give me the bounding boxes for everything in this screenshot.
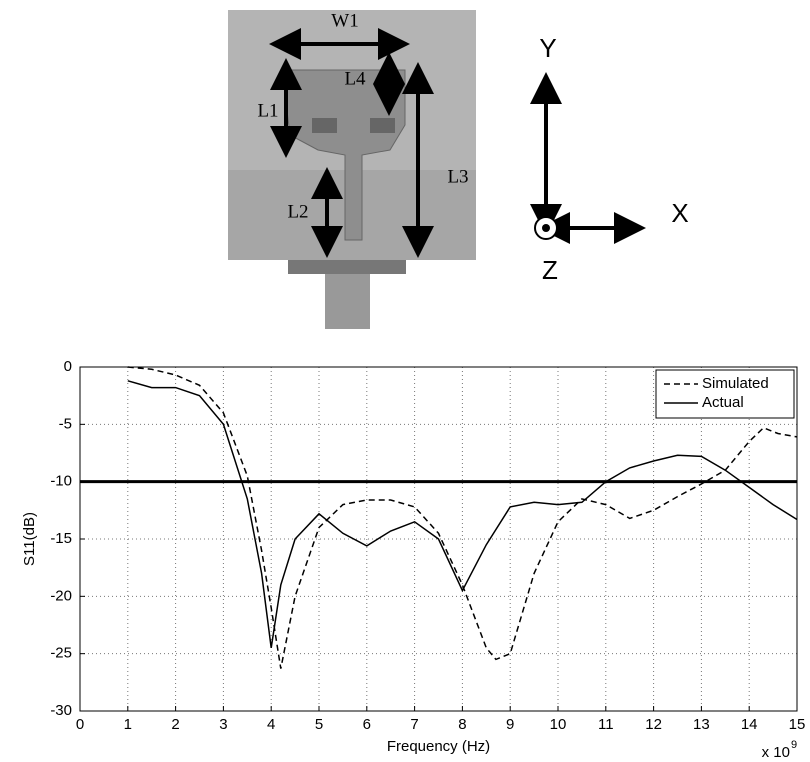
dimension-label: L4 bbox=[344, 68, 366, 89]
y-tick-label: -15 bbox=[50, 530, 72, 547]
y-tick-label: 0 bbox=[64, 358, 72, 375]
dimension-label: L3 bbox=[447, 166, 468, 187]
legend-label: Actual bbox=[702, 394, 744, 411]
x-tick-label: 8 bbox=[458, 716, 466, 733]
x-tick-label: 10 bbox=[550, 716, 567, 733]
y-tick-label: -5 bbox=[59, 415, 72, 432]
y-tick-label: -20 bbox=[50, 587, 72, 604]
y-tick-label: -30 bbox=[50, 702, 72, 719]
x-tick-label: 15 bbox=[789, 716, 806, 733]
x-tick-label: 13 bbox=[693, 716, 710, 733]
x-tick-label: 14 bbox=[741, 716, 758, 733]
x-tick-label: 11 bbox=[598, 716, 614, 733]
axis-letter: Z bbox=[542, 255, 558, 285]
legend-box bbox=[655, 369, 795, 419]
x-scale-exponent: 9 bbox=[791, 739, 797, 751]
plot: 0 1 2 3 4 5 6 7 8 9 10 11 12 13 14 150-5-10-15-20-25-30… bbox=[21, 358, 805, 761]
x-tick-label: 0 bbox=[76, 716, 84, 733]
dimension-label: W1 bbox=[331, 10, 358, 31]
legend-label: Simulated bbox=[702, 375, 769, 392]
x-axis-label: Frequency (Hz) bbox=[387, 738, 490, 755]
x-tick-label: 2 bbox=[171, 716, 179, 733]
series-line bbox=[127, 366, 798, 669]
axis-letter: X bbox=[671, 198, 688, 228]
x-tick-label: 4 bbox=[267, 716, 275, 733]
dimension-label: L1 bbox=[257, 100, 278, 121]
x-tick-label: 1 bbox=[124, 716, 132, 733]
x-tick-label: 7 bbox=[410, 716, 418, 733]
y-tick-label: -10 bbox=[50, 473, 72, 490]
dimension-label: L2 bbox=[287, 201, 308, 222]
axis-letter: Y bbox=[539, 33, 556, 63]
x-tick-label: 5 bbox=[315, 716, 323, 733]
x-tick-label: 12 bbox=[645, 716, 662, 733]
series-line bbox=[127, 380, 798, 649]
x-tick-label: 9 bbox=[506, 716, 514, 733]
x-tick-label: 3 bbox=[219, 716, 227, 733]
y-tick-label: -25 bbox=[50, 645, 72, 662]
x-tick-label: 6 bbox=[363, 716, 371, 733]
x-scale-base: x 10 bbox=[762, 744, 790, 761]
plot-frame bbox=[79, 366, 798, 712]
antenna-photo bbox=[228, 10, 646, 329]
y-axis-label: S11(dB) bbox=[21, 512, 38, 566]
